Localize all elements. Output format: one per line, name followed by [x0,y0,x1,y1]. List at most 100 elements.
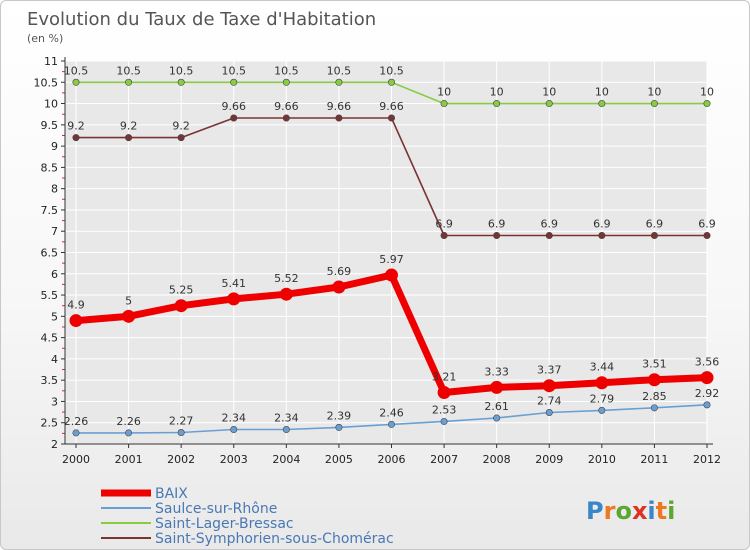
data-point [437,386,451,400]
data-point [177,429,185,437]
data-point [703,231,711,239]
x-tick-label: 2010 [588,453,616,466]
y-tick-label: 7 [51,225,58,238]
x-tick-label: 2001 [115,453,143,466]
data-label: 10.5 [274,64,299,77]
data-label: 2.53 [432,403,457,416]
data-label: 2.85 [642,390,667,403]
data-label: 5.97 [379,253,404,266]
data-point [282,78,290,86]
data-label: 10 [542,86,556,99]
legend-label: Saint-Lager-Bressac [155,516,294,532]
y-tick-label: 9.5 [41,119,59,132]
data-label: 2.74 [537,395,562,408]
logo: Proxiti [586,497,675,525]
data-point [703,401,711,409]
data-point [122,309,136,323]
data-label: 2.26 [64,415,89,428]
series-2: 10.5 10.5 10.5 10.5 10.5 10.5 10.5 10 10 10 10 10 10 [64,64,714,108]
legend: BAIXSaulce-sur-RhôneSaint-Lager-BressacS… [101,486,394,547]
x-tick-label: 2007 [430,453,458,466]
data-point [125,429,133,437]
y-tick-label: 2 [51,438,58,451]
y-tick-label: 3.5 [41,374,59,387]
data-label: 3.44 [590,361,615,374]
data-label: 6.9 [541,217,559,230]
data-point [650,231,658,239]
data-point [125,78,133,86]
data-label: 9.2 [67,120,85,133]
data-point [598,231,606,239]
data-point [230,78,238,86]
data-label: 10.5 [222,64,247,77]
data-label: 6.9 [435,217,453,230]
y-tick-label: 5.5 [41,289,59,302]
series-1: 2.26 2.26 2.27 2.34 2.34 2.39 2.46 2.53 2.61 2.74… [64,387,719,437]
data-label: 5.69 [327,265,352,278]
plot-area: 22.533.544.555.566.577.588.599.51010.511… [34,55,722,466]
data-label: 10.5 [116,64,141,77]
data-label: 6.9 [646,217,664,230]
y-tick-label: 10.5 [34,76,59,89]
data-point [387,420,395,428]
y-tick-label: 10 [44,98,58,111]
data-label: 9.2 [172,120,190,133]
data-label: 10 [490,86,504,99]
data-label: 6.9 [593,217,611,230]
data-point [545,231,553,239]
data-label: 2.34 [274,412,299,425]
data-label: 5.41 [222,277,247,290]
data-point [703,100,711,108]
data-label: 2.39 [327,409,352,422]
x-tick-label: 2009 [535,453,563,466]
x-tick-label: 2011 [640,453,668,466]
data-point [282,426,290,434]
data-point [72,78,80,86]
y-tick-label: 4.5 [41,332,59,345]
data-point [650,100,658,108]
data-point [69,314,83,328]
data-point [545,409,553,417]
data-point [125,134,133,142]
data-label: 5.52 [274,272,299,285]
data-point [595,376,609,390]
data-point [385,268,398,282]
data-label: 9.2 [120,120,138,133]
y-tick-label: 2.5 [41,417,59,430]
data-label: 6.9 [698,217,716,230]
y-tick-label: 8.5 [41,161,59,174]
y-tick-label: 7.5 [41,204,59,217]
x-tick-label: 2008 [483,453,511,466]
x-tick-label: 2005 [325,453,353,466]
y-tick-label: 6.5 [41,247,59,260]
data-label: 6.9 [488,217,506,230]
data-point [72,429,80,437]
data-label: 10.5 [379,64,404,77]
x-tick-label: 2002 [167,453,195,466]
data-point [650,404,658,412]
data-label: 10.5 [327,64,352,77]
y-tick-label: 3 [51,395,58,408]
data-label: 9.66 [327,100,352,113]
data-point [72,134,80,142]
data-point [493,231,501,239]
data-point [387,78,395,86]
data-label: 3.51 [642,358,667,371]
data-point [440,417,448,425]
data-point [440,231,448,239]
x-tick-label: 2000 [62,453,90,466]
data-point [387,114,395,122]
data-point [177,78,185,86]
data-label: 3.33 [484,365,509,378]
data-point [598,406,606,414]
data-point [335,114,343,122]
x-tick-label: 2003 [220,453,248,466]
data-point [493,100,501,108]
data-label: 9.66 [379,100,404,113]
data-label: 3.56 [695,356,720,369]
data-point [490,380,504,394]
data-label: 2.61 [484,400,509,413]
data-label: 10.5 [169,64,194,77]
y-tick-label: 9 [51,140,58,153]
